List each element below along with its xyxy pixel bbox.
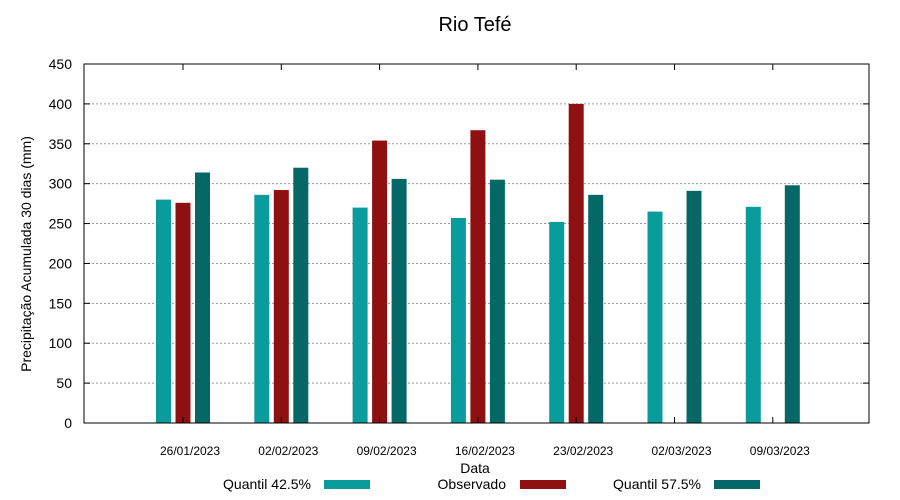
bar-2 <box>372 140 388 423</box>
legend-swatch <box>714 480 760 489</box>
y-axis-label: Precipitação Acumulada 30 dias (mm) <box>18 136 34 372</box>
bar-3 <box>588 194 604 423</box>
bar-2 <box>568 103 584 423</box>
bar-2 <box>470 130 486 423</box>
bar-1 <box>549 221 565 423</box>
y-tick-label: 50 <box>56 375 72 391</box>
bar-3 <box>489 179 505 423</box>
y-tick-label: 150 <box>49 295 73 311</box>
x-tick-label: 02/02/2023 <box>258 444 318 458</box>
bar-3 <box>195 172 210 423</box>
bar-2 <box>175 202 191 423</box>
bar-1 <box>647 211 663 423</box>
chart-title: Rio Tefé <box>438 14 511 36</box>
y-axis: 0 50 100 150 200 250 300 350 400 450 <box>49 56 869 431</box>
legend-label: Observado <box>438 476 507 492</box>
y-tick-label: 350 <box>49 136 73 152</box>
y-tick-label: 200 <box>49 255 73 271</box>
legend-swatch <box>324 480 370 489</box>
bar-2 <box>273 190 289 423</box>
x-tick-label: 09/03/2023 <box>750 444 810 458</box>
x-tick-label: 23/02/2023 <box>553 444 613 458</box>
plot-frame <box>83 63 870 424</box>
y-tick-label: 100 <box>49 335 73 351</box>
x-axis-label: Data <box>460 460 490 476</box>
legend-label: Quantil 57.5% <box>613 476 701 492</box>
bar-3 <box>293 167 309 423</box>
bar-1 <box>156 199 171 423</box>
bar-3 <box>784 185 800 423</box>
bars <box>156 103 800 423</box>
legend: Quantil 42.5% Observado Quantil 57.5% <box>223 476 760 492</box>
x-tick-label: 02/03/2023 <box>651 444 711 458</box>
x-axis: 26/01/2023 02/02/2023 09/02/2023 16/02/2023… <box>160 64 810 458</box>
bar-1 <box>745 206 761 423</box>
bar-1 <box>450 217 466 423</box>
bar-1 <box>254 194 270 423</box>
y-tick-label: 0 <box>64 415 72 431</box>
x-tick-label: 26/01/2023 <box>160 444 220 458</box>
y-tick-label: 400 <box>49 96 73 112</box>
y-tick-label: 300 <box>49 176 73 192</box>
x-tick-label: 09/02/2023 <box>357 444 417 458</box>
x-tick-label: 16/02/2023 <box>455 444 515 458</box>
bar-1 <box>352 207 368 423</box>
bar-3 <box>391 178 407 423</box>
legend-label: Quantil 42.5% <box>223 476 311 492</box>
y-tick-label: 250 <box>49 216 73 232</box>
y-tick-label: 450 <box>49 56 73 72</box>
legend-swatch <box>520 480 566 489</box>
bar-3 <box>686 190 702 423</box>
